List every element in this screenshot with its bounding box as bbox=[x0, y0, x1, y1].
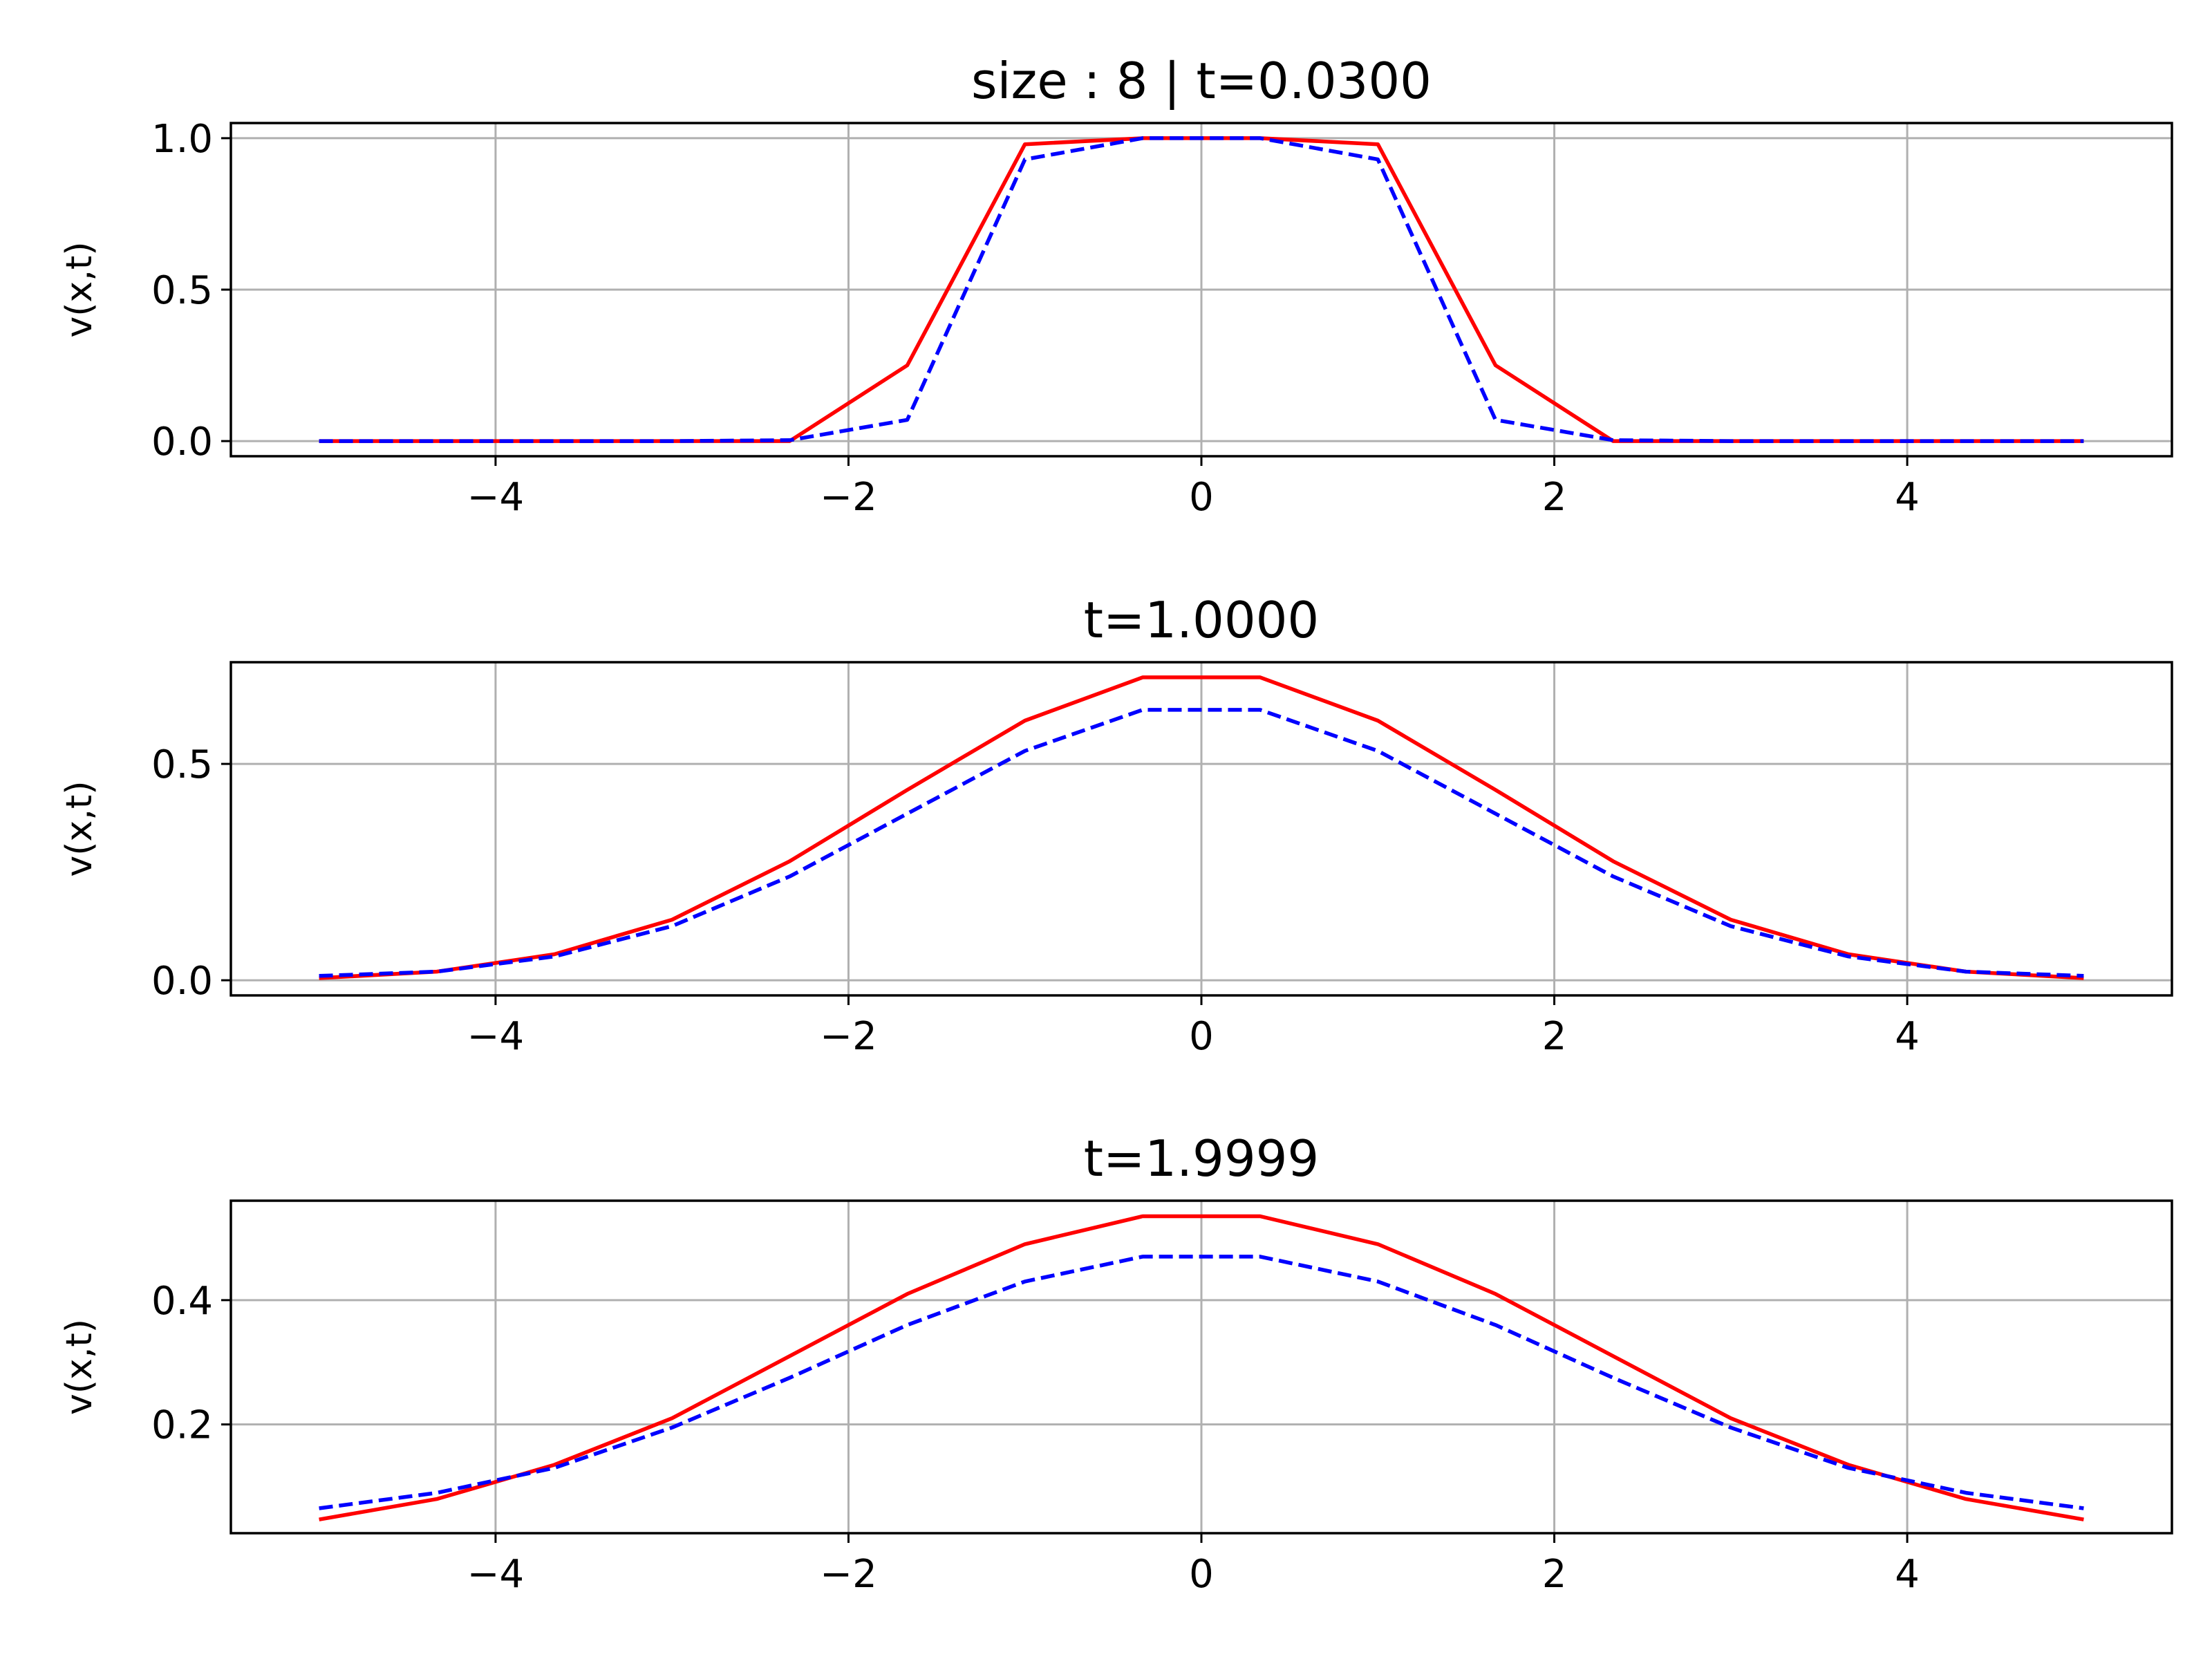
y-tick-label: 1.0 bbox=[151, 117, 213, 162]
x-tick-label: −2 bbox=[820, 1552, 877, 1597]
y-tick-label: 0.4 bbox=[151, 1279, 213, 1324]
x-tick-label: −4 bbox=[467, 1552, 525, 1597]
x-tick-label: −2 bbox=[820, 475, 877, 520]
dashed-series-line bbox=[319, 1255, 2084, 1510]
subplot-1: −4 −2 0 2 4 0.0 0.5 1.0 size : 8 | t=0.0300 v(x,t… bbox=[59, 52, 2173, 520]
solid-series-line bbox=[319, 675, 2084, 980]
y-tick-label: 0.2 bbox=[151, 1403, 213, 1448]
subplot-2: −4 −2 0 2 4 0.0 0.5 t=1.0000 v(x,t) bbox=[59, 591, 2173, 1059]
dashed-series-line bbox=[319, 708, 2084, 978]
chart-title: t=1.9999 bbox=[1084, 1130, 1320, 1188]
x-tick-label: −4 bbox=[467, 475, 525, 520]
x-tick-label: −2 bbox=[820, 1014, 877, 1059]
dashed-series-line bbox=[319, 136, 2084, 443]
y-axis-label: v(x,t) bbox=[59, 1319, 100, 1415]
x-tick-label: 4 bbox=[1895, 1552, 1920, 1597]
y-axis-label: v(x,t) bbox=[59, 241, 100, 337]
x-tick-label: −4 bbox=[467, 1014, 525, 1059]
x-tick-label: 0 bbox=[1189, 475, 1214, 520]
x-tick-label: 0 bbox=[1189, 1552, 1214, 1597]
x-tick-label: 4 bbox=[1895, 1014, 1920, 1059]
chart-title: t=1.0000 bbox=[1084, 591, 1320, 649]
y-tick-label: 0.0 bbox=[151, 420, 213, 465]
x-tick-label: 2 bbox=[1542, 1014, 1567, 1059]
x-tick-label: 2 bbox=[1542, 1552, 1567, 1597]
solid-series-line bbox=[319, 1214, 2084, 1521]
chart-title: size : 8 | t=0.0300 bbox=[971, 52, 1432, 111]
y-tick-label: 0.0 bbox=[151, 959, 213, 1004]
y-tick-label: 0.5 bbox=[151, 742, 213, 787]
subplot-3: −4 −2 0 2 4 0.2 0.4 t=1.9999 v(x,t) bbox=[59, 1130, 2173, 1597]
x-tick-label: 4 bbox=[1895, 475, 1920, 520]
y-tick-label: 0.5 bbox=[151, 268, 213, 313]
x-tick-label: 2 bbox=[1542, 475, 1567, 520]
y-axis-label: v(x,t) bbox=[59, 780, 100, 877]
x-tick-label: 0 bbox=[1189, 1014, 1214, 1059]
